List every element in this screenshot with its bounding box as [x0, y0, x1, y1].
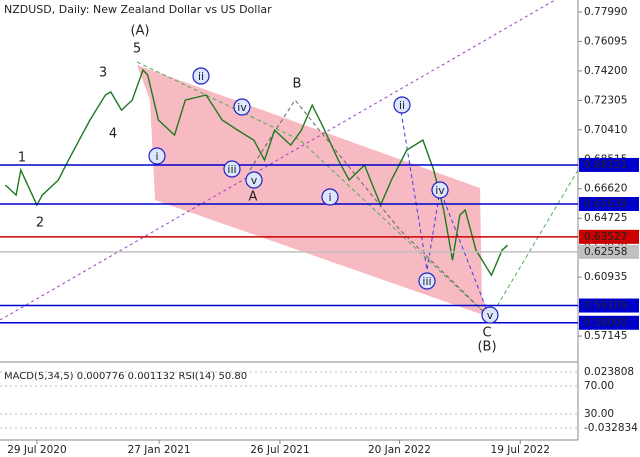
- wave-label: (B): [477, 340, 496, 355]
- wave-label: 3: [99, 66, 107, 81]
- wave-label: 2: [36, 216, 44, 231]
- wave-label: 1: [18, 151, 26, 166]
- y-tick-label: 0.77990: [584, 6, 627, 18]
- indicator-tick-label: 0.023808: [584, 366, 634, 378]
- x-tick-label: 20 Jan 2022: [368, 444, 431, 456]
- wave-circle: [245, 171, 263, 189]
- indicator-tick-label: 30.00: [584, 408, 614, 420]
- wave-circle: [321, 188, 339, 206]
- wave-circle: [192, 67, 210, 85]
- x-tick-label: 19 Jul 2022: [491, 444, 550, 456]
- x-tick-label: 29 Jul 2020: [7, 444, 66, 456]
- y-tick-label: 0.76095: [584, 35, 627, 47]
- trend-line: [0, 0, 556, 321]
- wave-label: iii: [227, 163, 236, 176]
- wave-label: 4: [109, 127, 117, 142]
- wave-label: C: [482, 326, 491, 341]
- wave-label: iv: [237, 101, 247, 114]
- wave-circle: [481, 306, 499, 324]
- level-box: [579, 197, 639, 212]
- level-label: 0.65639: [584, 198, 627, 210]
- channel: [137, 65, 492, 318]
- level-label: 0.59109: [584, 300, 627, 312]
- wave-label: ii: [198, 70, 204, 83]
- level-box: [579, 157, 639, 172]
- wave-label: iv: [435, 184, 445, 197]
- wave-label: v: [487, 309, 494, 322]
- y-tick-label: 0.72305: [584, 94, 627, 106]
- y-tick-label: 0.70410: [584, 124, 627, 136]
- chart-title: NZDUSD, Daily: New Zealand Dollar vs US …: [4, 3, 272, 16]
- wave-circle: [431, 181, 449, 199]
- y-tick-label: 0.66620: [584, 183, 627, 195]
- wave-label: i: [328, 191, 331, 204]
- indicator-label: MACD(5,34,5) 0.000776 0.001132 RSI(14) 5…: [4, 371, 247, 382]
- y-tick-label: 0.60935: [584, 271, 627, 283]
- level-label: 0.63527: [584, 231, 627, 243]
- level-box: [579, 315, 639, 330]
- wave-label: B: [293, 77, 302, 92]
- level-box: [579, 229, 639, 244]
- indicator-tick-label: -0.032834: [584, 422, 638, 434]
- level-box: [579, 298, 639, 313]
- level-label: 0.68151: [584, 159, 627, 171]
- wave-label: A: [249, 190, 258, 205]
- wave-label: 5: [133, 42, 141, 57]
- y-tick-label: 0.74200: [584, 65, 627, 77]
- y-tick-label: 0.57145: [584, 330, 627, 342]
- wave-label: i: [155, 150, 158, 163]
- level-label: 0.62558: [584, 246, 627, 258]
- indicator-tick-label: 70.00: [584, 380, 614, 392]
- wave-label: v: [251, 174, 258, 187]
- wave-circle: [418, 272, 436, 290]
- wave-label: iii: [422, 275, 431, 288]
- wave-circle: [148, 147, 166, 165]
- level-label: 0.58000: [584, 317, 627, 329]
- wave-path: [399, 104, 491, 319]
- wave-label: (A): [130, 24, 149, 39]
- wave-path: [136, 61, 579, 319]
- wave-circle: [233, 98, 251, 116]
- wave-circle: [223, 160, 241, 178]
- wave-circle: [393, 96, 411, 114]
- x-tick-label: 26 Jul 2021: [250, 444, 309, 456]
- level-box: [579, 244, 639, 259]
- x-tick-label: 27 Jan 2021: [128, 444, 191, 456]
- wave-label: ii: [399, 99, 405, 112]
- y-tick-label: 0.64725: [584, 212, 627, 224]
